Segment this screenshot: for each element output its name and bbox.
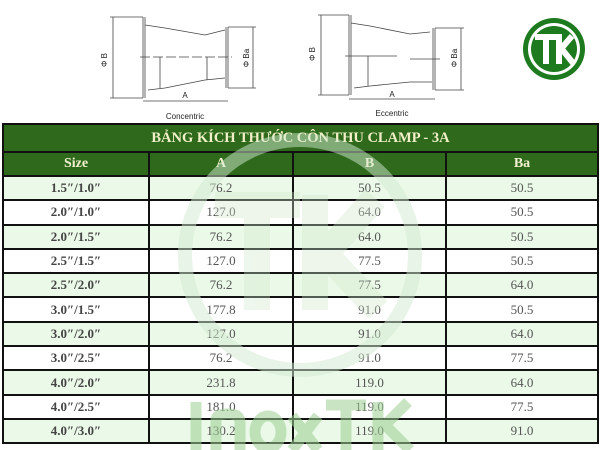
concentric-label: Concentric bbox=[166, 112, 204, 121]
a-cell: 130.2 bbox=[148, 417, 294, 445]
table-row: 2.5″/1.5″ 127.0 77.5 50.5 bbox=[2, 247, 599, 275]
table-row: 3.0″/2.5″ 76.2 91.0 77.5 bbox=[2, 345, 599, 372]
column-header-ba: Ba bbox=[445, 151, 599, 177]
concentric-drawing bbox=[110, 16, 256, 102]
b-cell: 91.0 bbox=[292, 296, 447, 323]
b-cell: 119.0 bbox=[292, 417, 447, 445]
table-row: 4.0″/2.5″ 181.0 119.0 77.5 bbox=[2, 393, 599, 420]
dim-b-label-eccentric: Φ B bbox=[308, 47, 317, 61]
dim-ba-label: Φ Ba bbox=[242, 48, 251, 67]
table-row: 2.5″/2.0″ 76.2 77.5 64.0 bbox=[2, 272, 599, 299]
size-cell: 4.0″/2.5″ bbox=[2, 393, 150, 420]
ba-cell: 50.5 bbox=[445, 296, 599, 323]
b-cell: 64.0 bbox=[292, 223, 447, 250]
size-cell: 4.0″/2.0″ bbox=[2, 369, 150, 396]
size-cell: 1.5″/1.0″ bbox=[2, 174, 150, 202]
ba-cell: 64.0 bbox=[445, 272, 599, 299]
b-cell: 64.0 bbox=[292, 199, 447, 226]
tk-logo bbox=[523, 18, 585, 80]
column-header-a: A bbox=[148, 151, 294, 177]
ba-cell: 64.0 bbox=[445, 320, 599, 348]
size-cell: 3.0″/1.5″ bbox=[2, 296, 150, 323]
b-cell: 119.0 bbox=[292, 393, 447, 420]
table-row: 2.0″/1.0″ 127.0 64.0 50.5 bbox=[2, 199, 599, 226]
table-row: 4.0″/3.0″ 130.2 119.0 91.0 bbox=[2, 417, 599, 445]
ba-cell: 91.0 bbox=[445, 417, 599, 445]
b-cell: 50.5 bbox=[292, 174, 447, 202]
b-cell: 77.5 bbox=[292, 247, 447, 275]
size-cell: 3.0″/2.5″ bbox=[2, 345, 150, 372]
b-cell: 91.0 bbox=[292, 345, 447, 372]
a-cell: 76.2 bbox=[148, 223, 294, 250]
ba-cell: 50.5 bbox=[445, 174, 599, 202]
a-cell: 76.2 bbox=[148, 272, 294, 299]
size-cell: 3.0″/2.0″ bbox=[2, 320, 150, 348]
table-row: 4.0″/2.0″ 231.8 119.0 64.0 bbox=[2, 369, 599, 396]
size-table: BẢNG KÍCH THƯỚC CÔN THU CLAMP - 3A Size A… bbox=[2, 123, 599, 445]
ba-cell: 50.5 bbox=[445, 247, 599, 275]
table-title: BẢNG KÍCH THƯỚC CÔN THU CLAMP - 3A bbox=[2, 123, 599, 153]
ba-cell: 77.5 bbox=[445, 345, 599, 372]
ba-cell: 64.0 bbox=[445, 369, 599, 396]
table-row: 3.0″/1.5″ 177.8 91.0 50.5 bbox=[2, 296, 599, 323]
eccentric-label: Eccentric bbox=[376, 109, 409, 118]
column-header-size: Size bbox=[2, 151, 150, 177]
a-cell: 76.2 bbox=[148, 345, 294, 372]
size-cell: 4.0″/3.0″ bbox=[2, 417, 150, 445]
a-cell: 76.2 bbox=[148, 174, 294, 202]
dim-b-label: Φ B bbox=[100, 53, 109, 67]
a-cell: 127.0 bbox=[148, 199, 294, 226]
ba-cell: 50.5 bbox=[445, 223, 599, 250]
b-cell: 119.0 bbox=[292, 369, 447, 396]
dim-ba-label-eccentric: Φ Ba bbox=[450, 48, 459, 67]
table-row: 2.0″/1.5″ 76.2 64.0 50.5 bbox=[2, 223, 599, 250]
table-row: 3.0″/2.0″ 127.0 91.0 64.0 bbox=[2, 320, 599, 348]
table-row: 1.5″/1.0″ 76.2 50.5 50.5 bbox=[2, 174, 599, 202]
size-cell: 2.0″/1.5″ bbox=[2, 223, 150, 250]
reducer-diagrams: Φ B Φ Ba A Concentric Φ B Φ Ba A Eccentr… bbox=[100, 14, 585, 121]
ba-cell: 50.5 bbox=[445, 199, 599, 226]
column-header-b: B bbox=[292, 151, 447, 177]
a-cell: 127.0 bbox=[148, 320, 294, 348]
b-cell: 77.5 bbox=[292, 272, 447, 299]
a-cell: 177.8 bbox=[148, 296, 294, 323]
a-cell: 231.8 bbox=[148, 369, 294, 396]
a-cell: 127.0 bbox=[148, 247, 294, 275]
size-cell: 2.5″/2.0″ bbox=[2, 272, 150, 299]
b-cell: 91.0 bbox=[292, 320, 447, 348]
dim-a-label-eccentric: A bbox=[389, 90, 395, 99]
dim-a-label: A bbox=[182, 91, 188, 100]
size-cell: 2.5″/1.5″ bbox=[2, 247, 150, 275]
ba-cell: 77.5 bbox=[445, 393, 599, 420]
size-cell: 2.0″/1.0″ bbox=[2, 199, 150, 226]
a-cell: 181.0 bbox=[148, 393, 294, 420]
eccentric-drawing bbox=[318, 14, 464, 100]
